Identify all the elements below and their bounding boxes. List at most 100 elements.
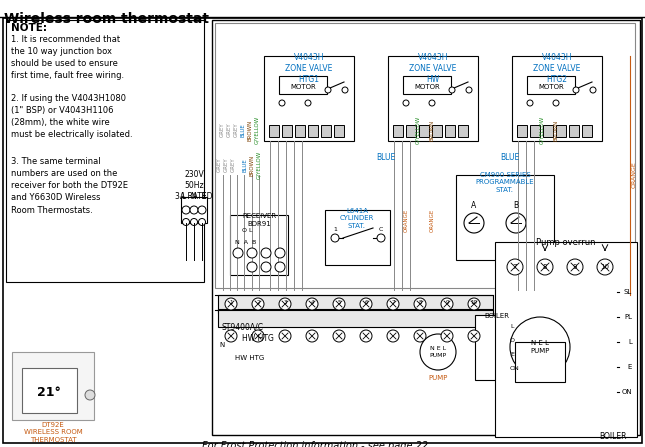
Text: 5: 5 <box>337 300 341 305</box>
Bar <box>512 56 602 141</box>
Text: 7: 7 <box>513 264 517 270</box>
Bar <box>556 125 566 137</box>
Text: G/YELLOW: G/YELLOW <box>415 116 421 144</box>
Circle shape <box>331 234 339 242</box>
Circle shape <box>279 100 285 106</box>
Circle shape <box>597 259 613 275</box>
Bar <box>517 125 527 137</box>
Circle shape <box>247 262 257 272</box>
Circle shape <box>466 87 472 93</box>
Circle shape <box>333 298 345 310</box>
Text: ON: ON <box>510 367 520 371</box>
Bar <box>325 210 390 265</box>
Circle shape <box>414 298 426 310</box>
Text: BLUE: BLUE <box>243 158 248 172</box>
Text: 2. If using the V4043H1080
(1" BSP) or V4043H1106
(28mm), the white wire
must be: 2. If using the V4043H1080 (1" BSP) or V… <box>11 94 133 139</box>
Text: V4043H
ZONE VALVE
HW: V4043H ZONE VALVE HW <box>410 53 457 84</box>
Circle shape <box>468 330 480 342</box>
Circle shape <box>199 219 206 225</box>
Text: BROWN: BROWN <box>248 119 252 141</box>
Circle shape <box>468 298 480 310</box>
Circle shape <box>306 298 318 310</box>
Bar <box>419 125 429 137</box>
Text: L641A
CYLINDER
STAT.: L641A CYLINDER STAT. <box>340 208 374 229</box>
Text: 7: 7 <box>392 300 395 305</box>
Circle shape <box>261 262 271 272</box>
Circle shape <box>279 330 291 342</box>
Text: O L: O L <box>242 228 252 233</box>
Circle shape <box>527 100 533 106</box>
Circle shape <box>275 262 285 272</box>
Circle shape <box>333 330 345 342</box>
Text: 4: 4 <box>310 300 313 305</box>
Text: 10: 10 <box>600 264 610 270</box>
Circle shape <box>261 248 271 258</box>
Text: GREY: GREY <box>217 158 221 172</box>
Text: G/YELLOW: G/YELLOW <box>539 116 544 144</box>
Bar <box>282 125 292 137</box>
Text: MOTOR: MOTOR <box>290 84 316 90</box>
Text: L  N  E: L N E <box>182 192 206 201</box>
Bar <box>22 368 77 413</box>
Circle shape <box>441 330 453 342</box>
Text: CM900 SERIES
PROGRAMMABLE
STAT.: CM900 SERIES PROGRAMMABLE STAT. <box>476 172 534 193</box>
Circle shape <box>305 100 311 106</box>
Text: 21°: 21° <box>37 387 61 400</box>
Bar <box>406 125 416 137</box>
Circle shape <box>190 219 197 225</box>
Text: 9: 9 <box>445 300 449 305</box>
Bar <box>456 175 554 260</box>
Text: PUMP: PUMP <box>428 375 448 381</box>
Bar <box>6 20 204 282</box>
Text: 6: 6 <box>364 300 368 305</box>
Text: BROWN: BROWN <box>250 154 255 176</box>
Text: BROWN: BROWN <box>553 119 559 141</box>
Circle shape <box>252 330 264 342</box>
Text: N  A  B: N A B <box>235 240 256 245</box>
Text: SL: SL <box>624 289 632 295</box>
Circle shape <box>387 330 399 342</box>
Bar <box>393 125 403 137</box>
Bar <box>582 125 592 137</box>
Text: E: E <box>628 364 632 370</box>
Circle shape <box>590 87 596 93</box>
Text: ORANGE: ORANGE <box>430 208 435 232</box>
Circle shape <box>510 317 570 377</box>
Circle shape <box>377 234 385 242</box>
Bar <box>212 20 640 435</box>
Text: GREY: GREY <box>226 122 232 137</box>
Text: V4043H
ZONE VALVE
HTG1: V4043H ZONE VALVE HTG1 <box>285 53 333 84</box>
Circle shape <box>306 330 318 342</box>
Text: BROWN: BROWN <box>430 119 435 141</box>
Bar <box>432 125 442 137</box>
Text: V4043H
ZONE VALVE
HTG2: V4043H ZONE VALVE HTG2 <box>533 53 580 84</box>
Bar <box>295 125 305 137</box>
Text: 3: 3 <box>283 300 287 305</box>
Circle shape <box>420 334 456 370</box>
Text: E: E <box>510 353 514 358</box>
Text: O: O <box>510 338 515 343</box>
Circle shape <box>233 248 243 258</box>
Circle shape <box>252 298 264 310</box>
Circle shape <box>506 213 526 233</box>
Text: For Frost Protection information - see page 22: For Frost Protection information - see p… <box>202 441 428 447</box>
Text: GREY: GREY <box>233 122 239 137</box>
Text: 2: 2 <box>256 300 260 305</box>
Text: ST9400A/C: ST9400A/C <box>221 323 263 332</box>
Circle shape <box>198 206 206 214</box>
Text: N E L
PUMP: N E L PUMP <box>530 340 550 354</box>
Bar <box>475 315 520 380</box>
Circle shape <box>573 87 579 93</box>
Text: L: L <box>510 325 513 329</box>
Text: RECEIVER
BDR91: RECEIVER BDR91 <box>242 213 276 227</box>
Circle shape <box>225 330 237 342</box>
Circle shape <box>387 298 399 310</box>
Text: G/YELLOW: G/YELLOW <box>255 116 259 144</box>
Text: BOILER: BOILER <box>599 432 627 441</box>
Bar <box>334 125 344 137</box>
Bar <box>321 125 331 137</box>
Text: N E L
PUMP: N E L PUMP <box>430 346 446 358</box>
Text: NOTE:: NOTE: <box>11 23 47 33</box>
Circle shape <box>441 298 453 310</box>
Text: BLUE: BLUE <box>376 153 395 162</box>
